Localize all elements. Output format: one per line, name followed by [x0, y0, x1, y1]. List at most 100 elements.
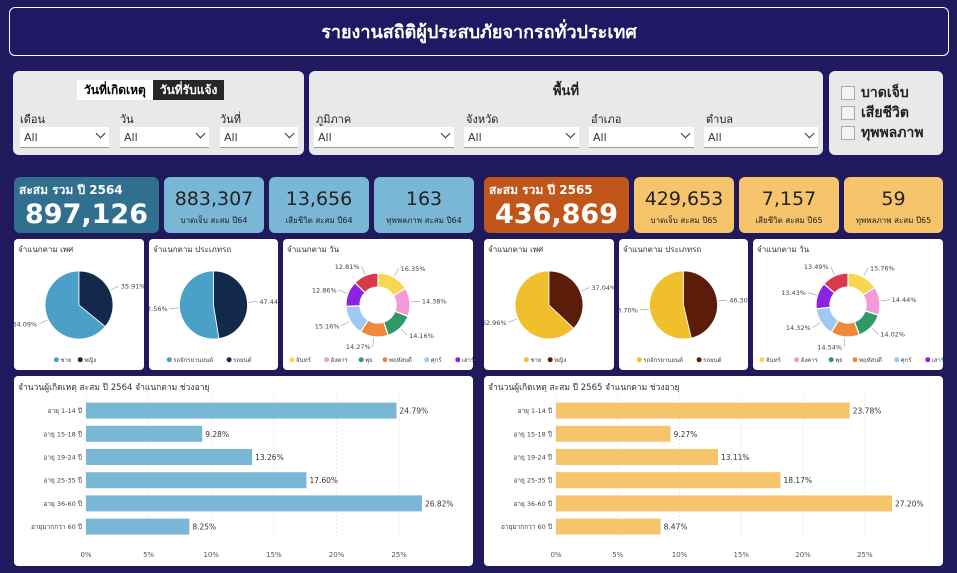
bar	[86, 425, 203, 442]
bar	[556, 449, 718, 465]
chart-title: จำนวนผู้เกิดเหตุ สะสม ปี 2565 จำแนกตาม ช…	[488, 383, 680, 393]
slice-label: 13.49%	[804, 263, 829, 271]
chevron-down-icon	[284, 128, 295, 139]
slice-label: 14.44%	[892, 296, 917, 304]
checkbox-icon	[841, 106, 855, 120]
slice-leader-line	[372, 337, 375, 347]
bar-value-label: 18.17%	[783, 476, 812, 485]
page-title: รายงานสถิติผู้ประสบภัยจากรถทั่วประเทศ	[9, 7, 949, 56]
legend-marker	[382, 357, 388, 363]
kpi-total-2564-value: 897,126	[25, 199, 148, 230]
legend-marker	[894, 357, 900, 363]
bar-value-label: 8.47%	[664, 523, 688, 532]
date-filter-panel: วันที่เกิดเหตุ วันที่รับแจ้ง เดือน All ว…	[13, 71, 304, 155]
y-category-label: อายุ 36-60 ปี	[43, 500, 82, 508]
bar-value-label: 23.78%	[853, 407, 882, 416]
bar	[556, 402, 850, 419]
y-category-label: อายุ 19-24 ปี	[513, 454, 552, 462]
area-filter-panel: พื้นที่ ภูมิภาค All จังหวัด All อำเภอ Al…	[309, 71, 823, 155]
pie-chart-vehicle-2564: 52.56% 47.44% รถจักรยานยนต์ รถยนต์	[143, 270, 284, 364]
slice-leader-line	[508, 318, 517, 323]
date-type-report-button[interactable]: วันที่รับแจ้ง	[152, 80, 225, 100]
kpi-label: เสียชีวิต สะสม ปี64	[285, 216, 353, 225]
bar-value-label: 9.28%	[205, 430, 229, 439]
slice-label: 12.81%	[335, 263, 360, 271]
kpi-value: 429,653	[644, 188, 724, 210]
slice-leader-line	[830, 266, 835, 276]
legend-label: รถจักรยานยนต์	[643, 356, 683, 364]
kpi-total-2565-value: 436,869	[495, 199, 618, 230]
slice-leader-line	[400, 328, 408, 336]
x-tick-label: 25%	[857, 551, 873, 559]
legend-label: จันทร์	[296, 356, 312, 364]
kpi-dead-2565: 7,157 เสียชีวิต สะสม ปี65	[739, 177, 839, 233]
check-disabled[interactable]: ทุพพลภาพ	[841, 123, 943, 143]
slice-label: 64.09%	[14, 320, 37, 328]
pie-card-sex-2564: จำแนกตาม เพศ 64.09% 35.91% ชาย หญิง	[12, 239, 146, 370]
slice-label: 15.76%	[870, 265, 895, 273]
check-injured[interactable]: บาดเจ็บ	[841, 83, 943, 103]
slice-label: 37.04%	[591, 284, 614, 292]
legend-marker	[77, 357, 83, 363]
day-select[interactable]: All	[120, 127, 209, 148]
pie-slice-1	[548, 270, 584, 329]
legend-label: พุธ	[835, 357, 843, 364]
bar	[556, 518, 661, 535]
pie-slice-6	[823, 272, 849, 294]
region-value: All	[318, 131, 332, 144]
slice-label: 14.02%	[880, 331, 905, 339]
legend-label: พุธ	[365, 357, 373, 364]
y-category-label: อายุ 19-24 ปี	[43, 454, 82, 462]
subdistrict-value: All	[708, 131, 722, 144]
slice-leader-line	[39, 319, 48, 325]
slice-leader-line	[807, 292, 817, 296]
legend-marker	[166, 357, 172, 363]
x-tick-label: 10%	[672, 551, 688, 559]
month-label: เดือน	[20, 113, 46, 126]
donut-card-day-2565: จำแนกตาม วัน 15.76% 14.44% 14.02% 14.54% 14.…	[753, 239, 957, 370]
legend-label: พฤหัสบดี	[389, 356, 412, 364]
region-select[interactable]: All	[314, 127, 454, 148]
slice-label: 53.70%	[619, 307, 638, 315]
slice-leader-line	[812, 322, 821, 328]
donut-chart-day-2564: 16.35% 14.38% 14.16% 14.27% 15.16% 12.86% 12.8…	[289, 263, 511, 364]
area-title: พื้นที่	[552, 84, 580, 99]
bar-value-label: 13.11%	[721, 453, 750, 462]
chart-title: จำแนกตาม ประเภทรถ	[623, 245, 702, 254]
slice-label: 35.91%	[121, 283, 144, 291]
province-select[interactable]: All	[464, 127, 579, 148]
bar-card-age-2564: จำนวนผู้เกิดเหตุ สะสม ปี 2564 จำแนกตาม ช…	[14, 376, 473, 566]
slice-label: 15.16%	[315, 322, 340, 330]
slice-leader-line	[863, 267, 869, 277]
chart-title: จำแนกตาม เพศ	[18, 245, 74, 254]
chevron-down-icon	[95, 128, 106, 139]
kpi-value: 59	[881, 188, 906, 210]
district-label: อำเภอ	[591, 113, 622, 126]
kpi-value: 883,307	[174, 188, 254, 210]
check-dead[interactable]: เสียชีวิต	[841, 103, 943, 123]
pie-card-vehicle-2564: จำแนกตาม ประเภทรถ 52.56% 47.44% รถจักรยานย…	[143, 239, 284, 370]
slice-leader-line	[169, 307, 179, 309]
bar	[86, 449, 253, 465]
slice-leader-line	[361, 266, 366, 275]
date-type-incident-button[interactable]: วันที่เกิดเหตุ	[77, 80, 153, 100]
province-value: All	[468, 131, 482, 144]
pie-chart-sex-2565: 62.96% 37.04% ชาย หญิง	[482, 270, 616, 364]
date-select[interactable]: All	[220, 127, 298, 148]
legend-marker	[226, 357, 232, 363]
y-category-label: อายุ 36-60 ปี	[513, 500, 552, 508]
bar-value-label: 17.60%	[309, 476, 338, 485]
legend-label: พฤหัสบดี	[859, 356, 882, 364]
kpi-value: 7,157	[761, 188, 817, 210]
x-tick-label: 20%	[329, 551, 345, 559]
bar	[556, 425, 671, 442]
district-value: All	[593, 131, 607, 144]
district-select[interactable]: All	[589, 127, 694, 148]
kpi-total-2564: สะสม รวม ปี 2564 897,126	[14, 177, 159, 233]
month-select[interactable]: All	[20, 127, 109, 148]
kpi-total-2565-label: สะสม รวม ปี 2565	[489, 183, 593, 197]
pie-slice-1	[213, 270, 248, 340]
subdistrict-select[interactable]: All	[704, 127, 818, 148]
slice-leader-line	[880, 299, 890, 302]
legend-marker	[925, 357, 931, 363]
